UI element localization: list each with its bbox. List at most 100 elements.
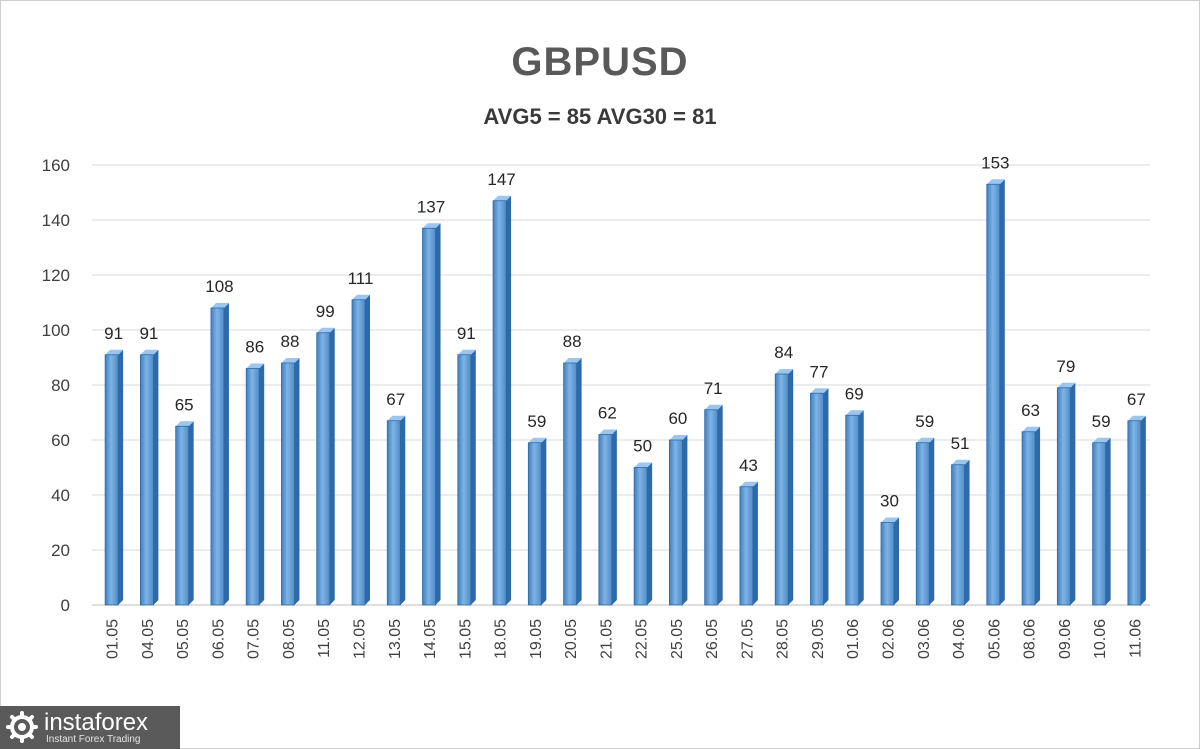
data-label: 108 (205, 277, 233, 296)
bar (351, 294, 370, 606)
data-label: 91 (139, 324, 158, 343)
x-tick-label: 29.05 (810, 619, 827, 659)
bar-side (611, 429, 617, 605)
bar-front (633, 467, 648, 606)
y-tick-label: 100 (42, 321, 70, 340)
data-label: 30 (880, 492, 899, 511)
data-label: 86 (245, 338, 264, 357)
data-label: 59 (915, 412, 934, 431)
y-axis-tick-labels: 0 20 40 60 80 100 120 140 160 (42, 156, 70, 615)
data-label: 147 (487, 170, 515, 189)
data-label: 99 (316, 302, 335, 321)
logo-tagline: Instant Forex Trading (46, 734, 141, 745)
bar-top (951, 459, 970, 465)
data-label: 153 (981, 153, 1009, 172)
bar (1021, 426, 1041, 606)
bar (739, 481, 758, 606)
data-label: 67 (386, 390, 405, 409)
bar-top (986, 179, 1005, 185)
bar-side (470, 349, 476, 605)
bar-side (752, 481, 758, 605)
bar-front (457, 354, 472, 606)
x-tick-label: 14.05 (422, 619, 439, 659)
bar-front (1056, 387, 1071, 606)
data-label: 60 (668, 409, 687, 428)
bar-top (810, 388, 829, 394)
bar-side (435, 223, 441, 605)
x-tick-label: 13.05 (387, 619, 404, 659)
data-label: 137 (417, 197, 445, 216)
bar-front (281, 362, 295, 606)
bar-side (858, 410, 864, 605)
x-tick-label: 07.05 (246, 619, 263, 659)
data-label: 67 (1127, 390, 1146, 409)
bar-top (845, 410, 864, 416)
x-tick-label: 01.05 (105, 619, 122, 659)
data-label: 59 (1092, 412, 1111, 431)
bar (527, 437, 547, 606)
bar-top (528, 437, 547, 443)
y-tick-label: 160 (42, 156, 70, 175)
bar (1092, 437, 1111, 606)
x-tick-label: 20.05 (563, 619, 580, 659)
bar-front (774, 373, 789, 606)
bar-top (105, 349, 124, 355)
bar (210, 303, 229, 606)
bar-top (281, 358, 300, 363)
bar-top (493, 195, 512, 201)
bar-front (739, 486, 754, 606)
bar-side (365, 294, 370, 605)
bar-front (880, 522, 895, 606)
bar-side (964, 459, 970, 605)
bar-front (598, 434, 613, 606)
bar-top (387, 415, 406, 421)
bar (1056, 382, 1076, 606)
bar-top (210, 303, 229, 308)
bar (880, 517, 899, 606)
logo-name: instaforex (44, 709, 149, 736)
data-label: 65 (175, 395, 194, 414)
bar-side (1035, 426, 1041, 605)
x-tick-label: 08.06 (1022, 619, 1039, 659)
bar (810, 388, 829, 606)
bar-front (845, 414, 860, 606)
y-tick-label: 0 (61, 596, 70, 615)
x-tick-label: 21.05 (598, 619, 615, 659)
bar-front (422, 227, 436, 606)
y-tick-label: 20 (51, 541, 70, 560)
bar-side (1105, 437, 1111, 605)
x-tick-label: 10.06 (1092, 619, 1109, 659)
x-tick-label: 15.05 (457, 619, 474, 659)
bar-top (1127, 415, 1146, 421)
x-tick-label: 22.05 (634, 619, 651, 659)
x-tick-label: 05.05 (175, 619, 192, 659)
x-tick-label: 28.05 (775, 619, 792, 659)
x-tick-label: 09.06 (1057, 619, 1074, 659)
bar-top (739, 481, 758, 487)
gear-icon (6, 711, 38, 743)
data-label: 88 (281, 332, 300, 351)
bar (598, 429, 617, 606)
data-label: 50 (633, 437, 652, 456)
bar-side (153, 349, 159, 605)
data-label: 59 (527, 412, 546, 431)
bar (774, 369, 794, 606)
bar-side (506, 195, 512, 605)
bar-top (457, 349, 476, 355)
data-label: 91 (457, 324, 476, 343)
bar (563, 358, 582, 606)
bar-front (386, 420, 401, 606)
bar (245, 363, 265, 606)
bar-front (527, 442, 542, 606)
bar-side (223, 303, 229, 605)
x-tick-label: 08.05 (281, 619, 298, 659)
bar-front (986, 183, 1001, 606)
x-tick-label: 03.06 (916, 619, 933, 659)
y-tick-label: 120 (42, 266, 70, 285)
bar-top (598, 429, 617, 435)
bar (951, 459, 970, 606)
bar-top (246, 363, 265, 369)
bar-front (104, 354, 119, 606)
data-label: 63 (1021, 401, 1040, 420)
